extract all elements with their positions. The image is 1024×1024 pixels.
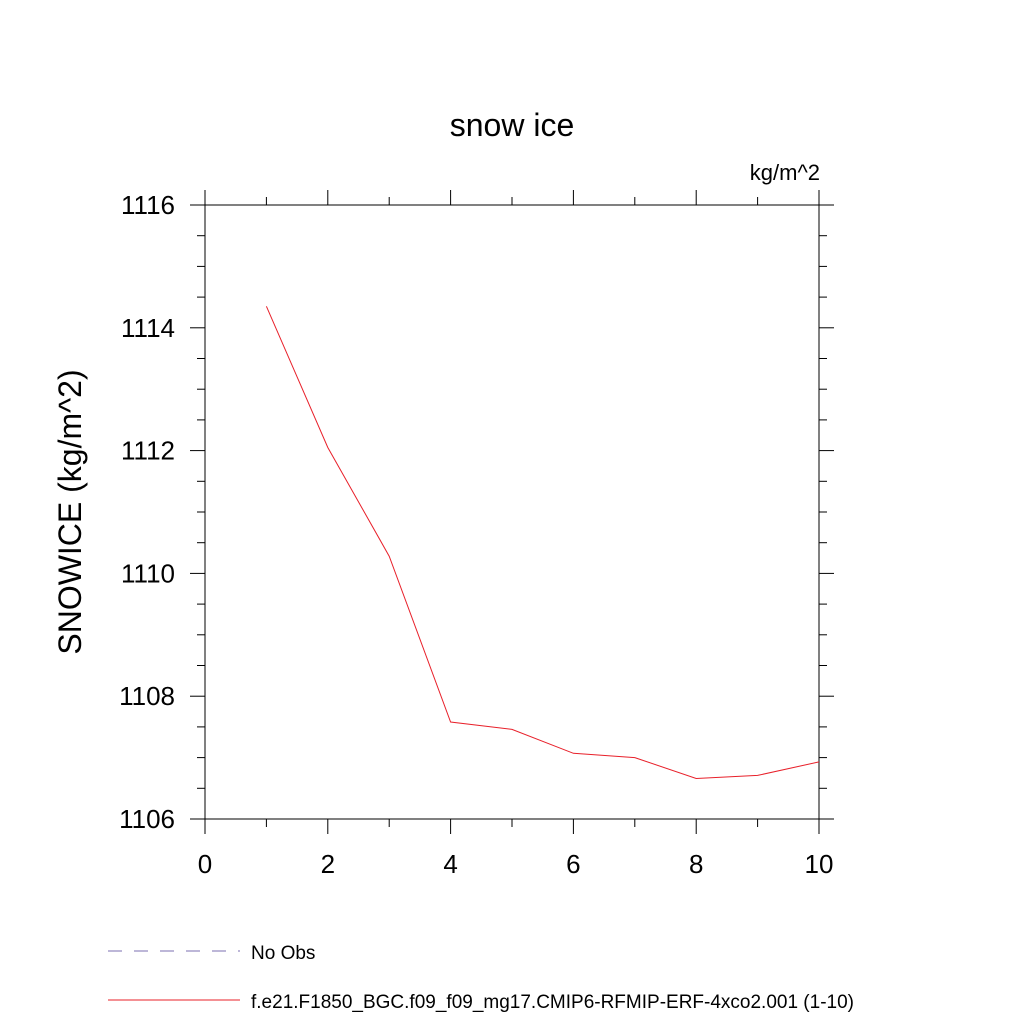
x-tick-label: 4: [443, 849, 457, 879]
y-tick-label: 1108: [119, 681, 175, 711]
chart-title: snow ice: [450, 107, 575, 143]
x-tick-label: 8: [689, 849, 703, 879]
x-tick-label: 0: [198, 849, 212, 879]
legend: No Obs f.e21.F1850_BGC.f09_f09_mg17.CMIP6…: [108, 943, 854, 1013]
series-lines: [265, 306, 820, 780]
x-tick-label: 10: [805, 849, 834, 879]
y-axis-label: SNOWICE (kg/m^2): [52, 369, 88, 654]
x-tick-label: 2: [321, 849, 335, 879]
y-tick-label: 1106: [119, 804, 175, 834]
tick-labels: 0 2 4 6 8 10 1106 1108 1110 1112 1114 1116: [119, 190, 833, 879]
legend-label-1: f.e21.F1850_BGC.f09_f09_mg17.CMIP6-RFMIP…: [251, 992, 854, 1013]
series-line-1: [265, 306, 820, 780]
x-tick-label: 6: [566, 849, 580, 879]
legend-label-0: No Obs: [251, 943, 315, 964]
y-tick-label: 1116: [121, 190, 175, 220]
y-tick-label: 1112: [121, 436, 175, 466]
y-tick-label: 1114: [121, 313, 175, 343]
plot-frame: [204, 204, 820, 820]
axis-ticks: [190, 190, 834, 834]
units-label: kg/m^2: [750, 160, 820, 185]
y-tick-label: 1110: [121, 558, 175, 588]
